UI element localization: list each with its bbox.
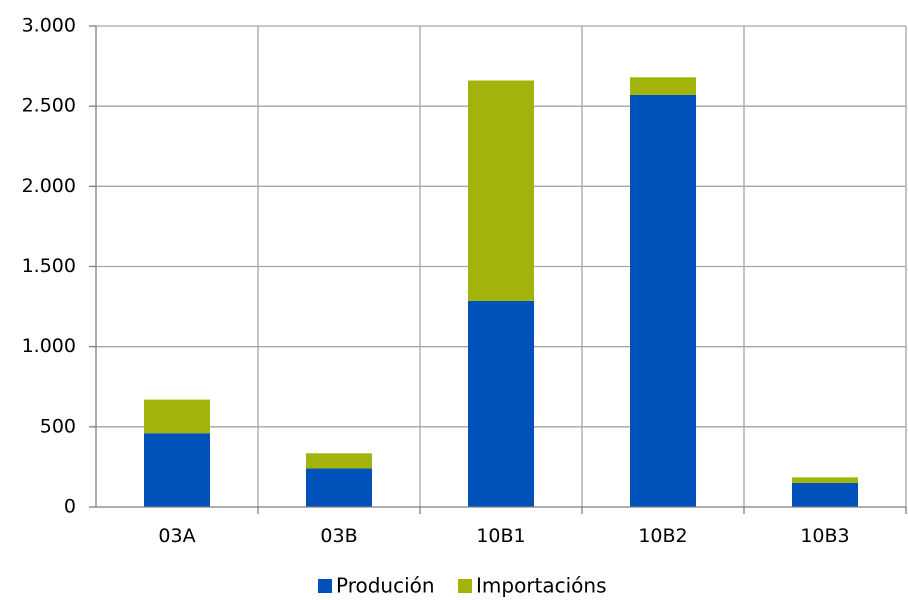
legend: Produción Importacións xyxy=(318,574,607,598)
x-tick-label: 10B3 xyxy=(800,525,849,547)
legend-label: Produción xyxy=(336,574,435,598)
axes xyxy=(89,25,907,514)
bar-segment-importacions-03a xyxy=(144,399,210,434)
y-tick-label: 1.000 xyxy=(22,335,76,357)
bar-segment-importacions-03b xyxy=(306,453,372,469)
y-tick-label: 2.000 xyxy=(22,175,76,197)
bar-segment-producion-03a xyxy=(144,433,210,507)
bar-segment-producion-10b3 xyxy=(792,482,858,507)
x-tick-label: 10B1 xyxy=(476,525,525,547)
y-tick-labels: 0 500 1.000 1.500 2.000 2.500 3.000 xyxy=(22,15,76,518)
x-tick-labels: 03A 03B 10B1 10B2 10B3 xyxy=(158,525,849,547)
y-tick-label: 1.500 xyxy=(22,255,76,277)
y-tick-label: 2.500 xyxy=(22,95,76,117)
bar-segment-producion-03b xyxy=(306,468,372,507)
bar-segment-producion-10b2 xyxy=(630,94,696,508)
x-tick-label: 03A xyxy=(158,525,195,547)
x-tick-label: 10B2 xyxy=(638,525,687,547)
y-tick-label: 3.000 xyxy=(22,15,76,37)
y-tick-label: 500 xyxy=(40,415,76,437)
legend-swatch xyxy=(458,579,472,593)
legend-label: Importacións xyxy=(476,574,607,598)
x-tick-label: 03B xyxy=(320,525,357,547)
bar-segment-importacions-10b3 xyxy=(792,477,858,483)
bar-segment-producion-10b1 xyxy=(468,300,534,507)
bar-segment-importacions-10b2 xyxy=(630,77,696,95)
y-tick-label: 0 xyxy=(64,496,76,518)
bars xyxy=(144,77,858,508)
legend-swatch xyxy=(318,579,332,593)
bar-segment-importacions-10b1 xyxy=(468,80,534,301)
